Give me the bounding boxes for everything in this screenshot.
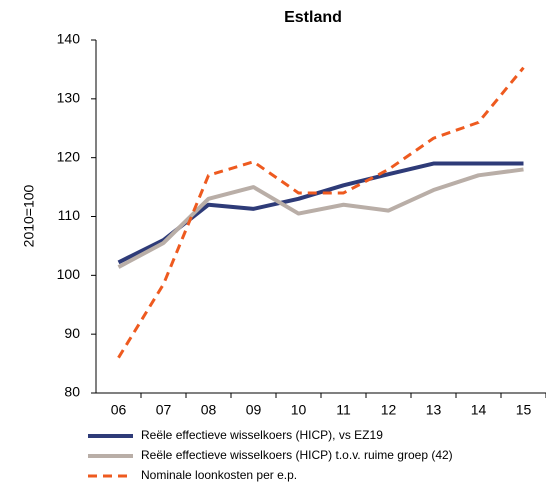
legend-label: Reële effectieve wisselkoers (HICP) t.o.… xyxy=(141,448,453,462)
y-tick-label: 100 xyxy=(57,266,81,282)
legend-label: Reële effectieve wisselkoers (HICP), vs … xyxy=(141,428,383,442)
x-tick-label: 09 xyxy=(246,402,262,418)
x-tick-label: 15 xyxy=(516,402,532,418)
x-tick-label: 14 xyxy=(471,402,487,418)
x-tick-label: 07 xyxy=(156,402,172,418)
y-tick-label: 90 xyxy=(64,325,80,341)
x-tick-label: 12 xyxy=(381,402,397,418)
x-tick-label: 10 xyxy=(291,402,307,418)
x-tick-label: 13 xyxy=(426,402,442,418)
y-tick-label: 130 xyxy=(57,90,81,106)
series-line xyxy=(117,167,524,269)
y-tick-label: 80 xyxy=(64,384,80,400)
chart-title: Estland xyxy=(284,9,342,26)
legend-label: Nominale loonkosten per e.p. xyxy=(141,468,297,482)
x-tick-label: 11 xyxy=(336,402,351,418)
x-tick-label: 06 xyxy=(111,402,127,418)
y-tick-label: 120 xyxy=(57,148,81,164)
y-tick-label: 140 xyxy=(57,31,81,47)
y-tick-label: 110 xyxy=(58,207,81,223)
y-axis-label: 2010=100 xyxy=(21,184,37,247)
series-line xyxy=(117,66,525,359)
x-tick-label: 08 xyxy=(201,402,217,418)
